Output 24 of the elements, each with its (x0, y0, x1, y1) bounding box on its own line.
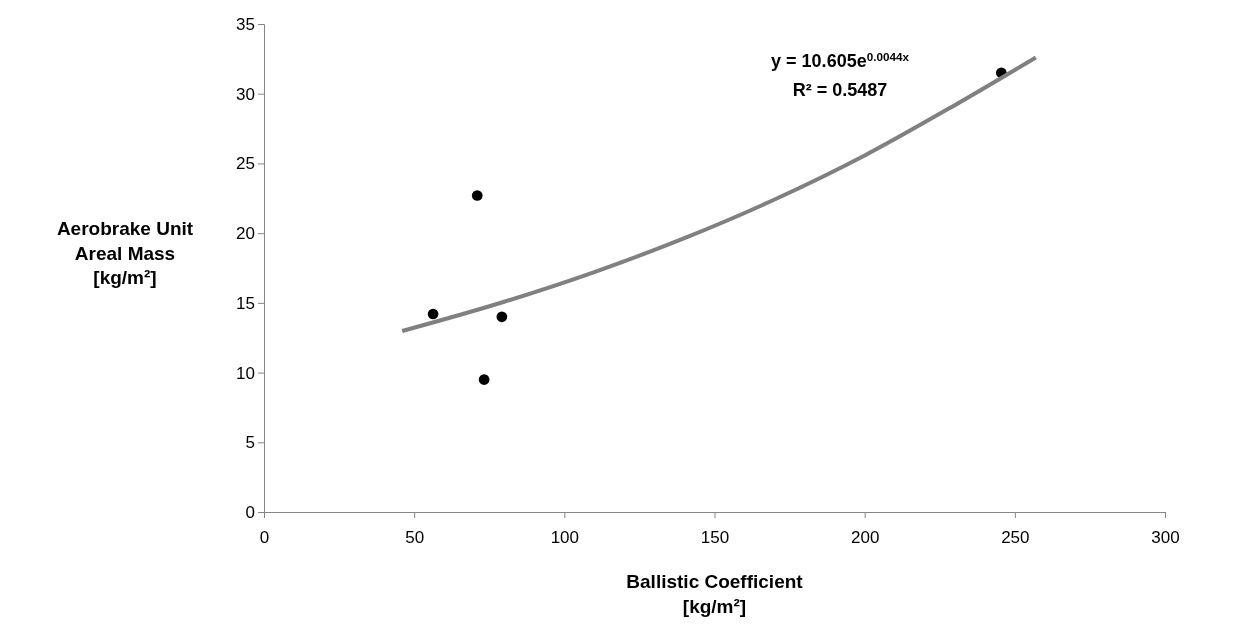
y-tick-label: 35 (236, 14, 255, 34)
annotation: R² = 0.5487 (792, 80, 888, 100)
y-tick-label: 0 (245, 502, 255, 522)
y-tick-label: 20 (236, 224, 255, 244)
y-tick-label: 30 (236, 84, 255, 104)
point (471, 190, 483, 201)
x-tick-label: 200 (850, 528, 880, 548)
x-tick-label: 0 (259, 528, 270, 548)
x-tick-label: 50 (405, 528, 425, 548)
y-tick-label: 25 (236, 154, 255, 174)
x-axis-title: Ballistic Coefficient [kg/m²] (626, 571, 804, 617)
x-tick-label: 150 (700, 528, 730, 548)
x-tick-label: 300 (1151, 528, 1180, 548)
line-series (400, 55, 1038, 334)
x-tick-label: 250 (1001, 528, 1030, 548)
y-axis-title: Aerobrake Unit Areal Mass [kg/m²] (56, 218, 194, 289)
y-tick-label: 15 (236, 293, 255, 313)
point (496, 311, 508, 323)
x-tick-label: 100 (550, 528, 580, 548)
point (478, 374, 490, 385)
annotation: y = 10.605e$^{0.0044x}$ (771, 49, 910, 71)
y-tick-label: 5 (245, 433, 255, 453)
y-tick-label: 10 (236, 363, 255, 383)
point (427, 308, 439, 320)
